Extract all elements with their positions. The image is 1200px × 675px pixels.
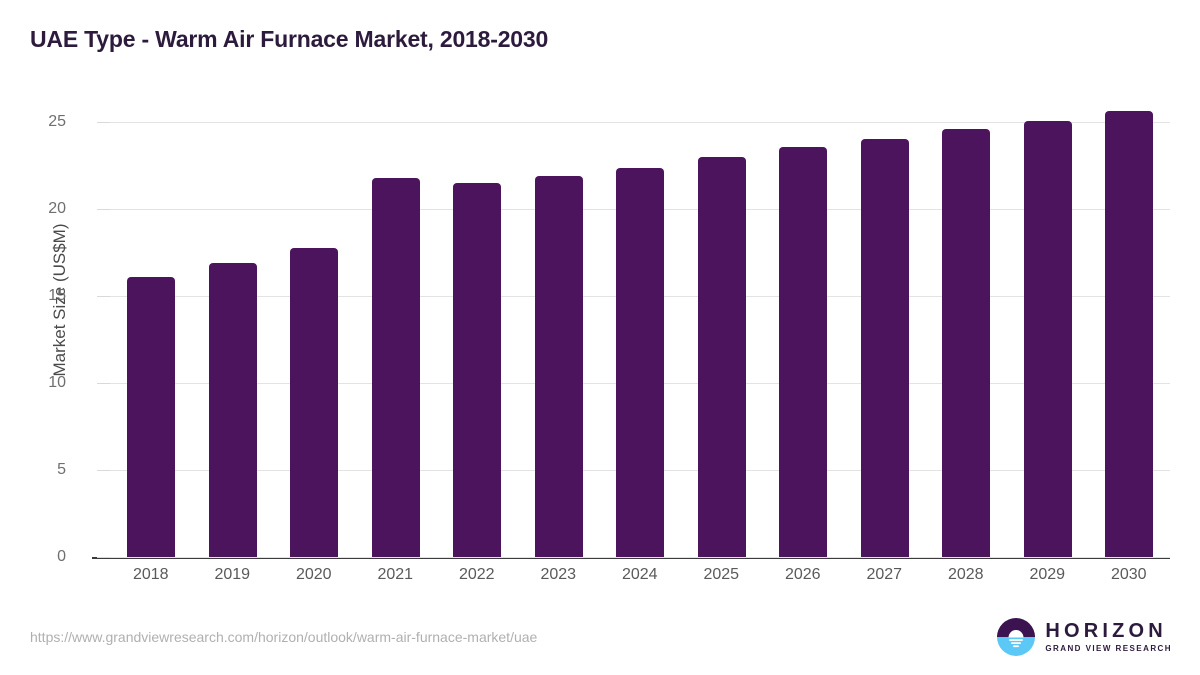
bar[interactable] — [290, 248, 338, 557]
y-axis-tick-label: 0 — [57, 548, 66, 565]
bar-slot — [110, 122, 192, 557]
x-axis-tick-label: 2018 — [132, 566, 169, 583]
x-axis-tick-label: 2030 — [1110, 566, 1147, 583]
x-axis-tick-label: 2021 — [377, 566, 414, 583]
y-axis-tick-label: 20 — [48, 200, 66, 217]
bar-slot — [681, 122, 763, 557]
y-tick-mark — [97, 122, 110, 123]
y-axis-tick-label: 5 — [57, 461, 66, 478]
y-axis-tick-label: 15 — [48, 287, 66, 304]
horizon-logo[interactable]: HORIZON GRAND VIEW RESEARCH — [996, 617, 1172, 657]
y-axis-tick-label: 25 — [48, 113, 66, 130]
x-axis-tick-label: 2020 — [295, 566, 332, 583]
bar-slot — [273, 122, 355, 557]
bar[interactable] — [208, 262, 257, 557]
bar-series — [110, 110, 1170, 557]
bar-slot — [599, 122, 681, 557]
y-tick-mark — [97, 209, 110, 210]
y-tick-mark — [97, 557, 110, 558]
gridline — [110, 122, 1170, 123]
bar-slot — [355, 122, 437, 557]
page-title: UAE Type - Warm Air Furnace Market, 2018… — [30, 26, 549, 52]
x-axis-tick-label: 2022 — [458, 566, 495, 583]
horizon-logo-text: HORIZON GRAND VIEW RESEARCH — [1045, 619, 1172, 654]
bar-slot — [925, 122, 1007, 557]
x-axis-tick-label: 2029 — [1029, 566, 1066, 583]
bar-slot — [844, 122, 926, 557]
x-axis-tick-label: 2023 — [540, 566, 577, 583]
bar[interactable] — [860, 138, 909, 557]
bar-slot — [192, 122, 274, 557]
y-tick-mark — [97, 296, 110, 297]
logo-tagline: GRAND VIEW RESEARCH — [1045, 643, 1172, 653]
bar[interactable] — [942, 128, 990, 557]
bar-slot — [436, 122, 518, 557]
y-tick-mark — [97, 470, 110, 471]
bar-slot — [762, 122, 844, 557]
bar[interactable] — [1023, 121, 1072, 557]
bar[interactable] — [616, 168, 664, 557]
x-axis-tick-label: 2019 — [214, 566, 251, 583]
bar[interactable] — [779, 147, 827, 557]
x-axis-line — [92, 557, 1170, 559]
horizon-logo-icon — [997, 618, 1036, 656]
bar[interactable] — [127, 276, 175, 557]
bar[interactable] — [453, 182, 501, 557]
x-axis-tick-label: 2027 — [866, 566, 903, 583]
logo-name: HORIZON — [1045, 619, 1167, 642]
bar[interactable] — [697, 156, 746, 557]
bar[interactable] — [1105, 110, 1153, 557]
bar[interactable] — [371, 177, 420, 557]
bar-slot — [518, 122, 600, 557]
x-axis-tick-label: 2024 — [621, 566, 658, 583]
bar-slot — [1088, 110, 1170, 557]
x-axis-tick-label: 2025 — [703, 566, 740, 583]
x-axis-tick-label: 2028 — [947, 566, 984, 583]
bar-slot — [1007, 121, 1089, 557]
source-url[interactable]: https://www.grandviewresearch.com/horizo… — [30, 629, 538, 645]
x-axis-tick-label: 2026 — [784, 566, 821, 583]
bar[interactable] — [534, 175, 583, 557]
y-axis-tick-label: 10 — [48, 374, 66, 391]
y-tick-mark — [97, 383, 110, 384]
gridline — [110, 557, 1170, 558]
